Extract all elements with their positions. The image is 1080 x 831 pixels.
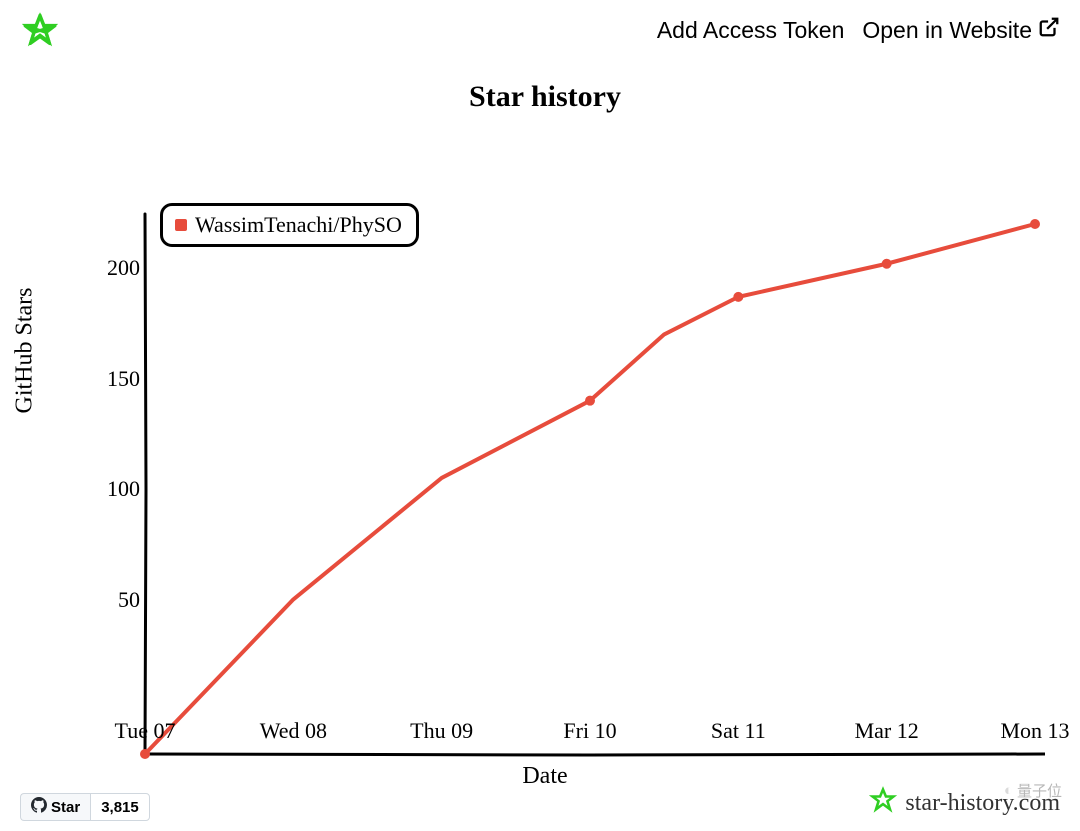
- legend: WassimTenachi/PhySO: [160, 203, 419, 247]
- header-actions: Add Access Token Open in Website: [657, 16, 1060, 44]
- add-access-token-link[interactable]: Add Access Token: [657, 17, 845, 44]
- external-link-icon: [1038, 16, 1060, 44]
- y-tick-label: 50: [80, 587, 140, 613]
- add-token-label: Add Access Token: [657, 17, 845, 44]
- footer-star-icon: [869, 786, 897, 821]
- x-tick-label: Mon 13: [1000, 718, 1069, 744]
- chart-title: Star history: [45, 80, 1045, 114]
- y-tick-label: 200: [80, 255, 140, 281]
- star-count[interactable]: 3,815: [90, 793, 150, 821]
- x-tick-label: Sat 11: [711, 718, 766, 744]
- x-tick-label: Fri 10: [563, 718, 616, 744]
- open-website-label: Open in Website: [862, 17, 1032, 44]
- chart-container: Star history GitHub Stars Date WassimTen…: [45, 80, 1045, 780]
- logo-star-icon: [20, 10, 60, 50]
- header: Add Access Token Open in Website: [0, 0, 1080, 60]
- github-icon: [31, 797, 47, 817]
- open-in-website-link[interactable]: Open in Website: [862, 16, 1060, 44]
- x-tick-label: Tue 07: [115, 718, 176, 744]
- watermark: ◐ 量子位: [1004, 780, 1062, 801]
- star-button-label: Star: [51, 799, 80, 816]
- watermark-text: 量子位: [1017, 780, 1062, 801]
- y-axis-label: GitHub Stars: [12, 288, 39, 414]
- legend-swatch: [175, 219, 187, 231]
- x-tick-label: Wed 08: [260, 718, 327, 744]
- y-tick-label: 100: [80, 476, 140, 502]
- star-button[interactable]: Star: [20, 793, 90, 821]
- x-tick-label: Mar 12: [855, 718, 919, 744]
- x-axis-label: Date: [522, 763, 567, 790]
- watermark-icon: ◐: [1004, 782, 1013, 799]
- x-tick-label: Thu 09: [410, 718, 473, 744]
- y-tick-label: 150: [80, 366, 140, 392]
- legend-label: WassimTenachi/PhySO: [195, 212, 402, 238]
- github-star-widget: Star 3,815: [20, 793, 150, 821]
